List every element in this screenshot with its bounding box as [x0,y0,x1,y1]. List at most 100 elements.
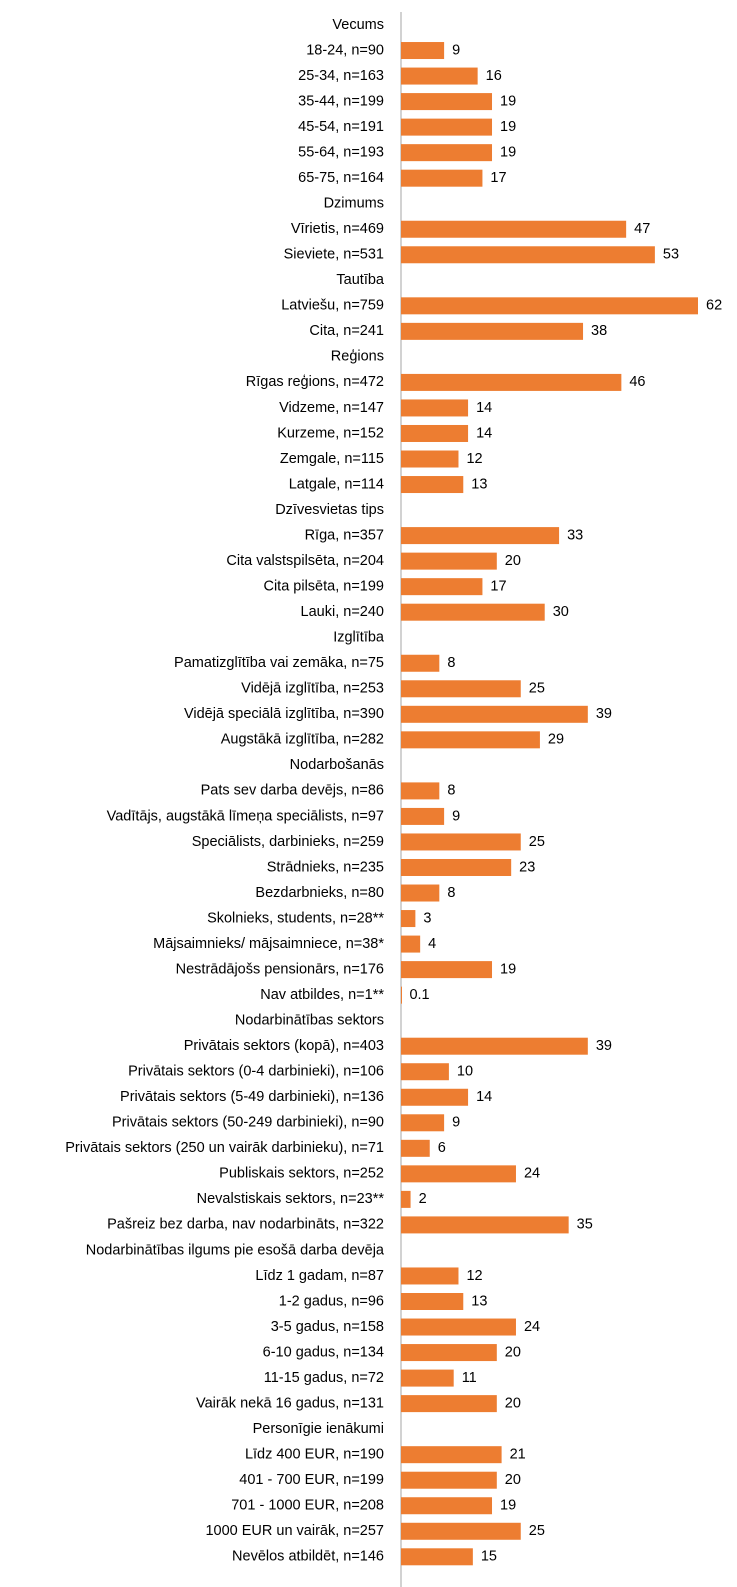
value-label: 12 [466,451,482,467]
value-label: 62 [706,298,722,314]
bar [401,986,402,1004]
bar [401,67,478,85]
bar [401,552,497,570]
value-label: 23 [519,859,535,875]
category-label: Vīrietis, n=469 [291,221,384,237]
bar [401,1139,430,1157]
value-label: 19 [500,961,516,977]
value-label: 8 [447,655,455,671]
value-label: 10 [457,1064,473,1080]
bar [401,1522,521,1540]
bar [401,297,698,315]
bar [401,858,512,876]
value-label: 20 [505,1344,521,1360]
value-label: 17 [490,578,506,594]
bar [401,1344,497,1362]
value-label: 19 [500,144,516,160]
category-label: Kurzeme, n=152 [277,425,384,441]
value-label: 0.1 [409,987,429,1003]
category-label: 401 - 700 EUR, n=199 [239,1472,384,1488]
category-label: Cita pilsēta, n=199 [263,578,384,594]
bar [401,1293,464,1310]
category-label: Nodarbinātības ilgums pie esošā darba de… [86,1242,385,1258]
category-label: 25-34, n=163 [298,68,384,84]
value-label: 19 [500,1498,516,1514]
category-label: Vidējā speciālā izglītība, n=390 [184,706,384,722]
category-label: 18-24, n=90 [306,42,384,58]
category-label: Izglītība [333,630,385,646]
category-label: Mājsaimnieks/ mājsaimniece, n=38* [153,936,384,952]
category-label: Reģions [331,349,384,365]
category-label: Cita, n=241 [309,323,384,339]
bar [401,578,483,596]
category-label: 6-10 gadus, n=134 [263,1344,384,1360]
category-label: Līdz 400 EUR, n=190 [245,1447,384,1463]
bar [401,884,440,902]
category-label: 45-54, n=191 [298,119,384,135]
bar [401,1471,497,1489]
category-label: Vadītājs, augstākā līmeņa speciālists, n… [107,808,384,824]
bar [401,424,469,442]
category-label: Privātais sektors (50-249 darbinieki), n… [112,1115,384,1131]
bar [401,476,464,494]
category-label: Privātais sektors (5-49 darbinieki), n=1… [120,1089,384,1105]
category-label: Vairāk nekā 16 gadus, n=131 [196,1395,384,1411]
value-label: 47 [634,221,650,237]
bar [401,1548,473,1566]
category-label: Privātais sektors (250 un vairāk darbini… [65,1140,384,1156]
category-label: 1000 EUR un vairāk, n=257 [205,1523,384,1539]
value-label: 14 [476,1089,492,1105]
value-label: 20 [505,1472,521,1488]
value-label: 24 [524,1319,540,1335]
value-label: 12 [466,1268,482,1284]
category-label: Dzīvesvietas tips [275,502,384,518]
value-label: 8 [447,783,455,799]
category-label: Nodarbošanās [290,757,384,773]
bar [401,833,521,851]
value-label: 19 [500,93,516,109]
value-label: 13 [471,1293,487,1309]
bar [401,680,521,698]
category-label: Latviešu, n=759 [281,298,384,314]
category-label: Pašreiz bez darba, nav nodarbināts, n=32… [107,1217,384,1233]
bar [401,1114,445,1132]
value-label: 11 [462,1370,477,1386]
value-label: 30 [553,604,569,620]
value-label: 46 [629,374,645,390]
category-label: Nav atbildes, n=1** [260,987,384,1003]
category-label: 1-2 gadus, n=96 [279,1293,384,1309]
category-label: Publiskais sektors, n=252 [219,1166,384,1182]
bar [401,1369,454,1387]
value-label: 33 [567,527,583,543]
category-label: Nevalstiskais sektors, n=23** [197,1191,385,1207]
category-label: Personīgie ienākumi [253,1421,384,1437]
value-label: 8 [447,885,455,901]
bar [401,220,627,238]
category-label: Cita valstspilsēta, n=204 [226,553,384,569]
category-label: Privātais sektors (kopā), n=403 [184,1038,384,1054]
value-label: 4 [428,936,436,952]
bar [401,1037,588,1055]
bar [401,1446,502,1464]
bar [401,782,440,800]
bar [401,961,493,979]
value-label: 20 [505,1395,521,1411]
category-label: Vidzeme, n=147 [279,400,384,416]
category-label: Pats sev darba devējs, n=86 [201,783,384,799]
category-label: 65-75, n=164 [298,170,384,186]
category-label: 3-5 gadus, n=158 [271,1319,384,1335]
value-label: 38 [591,323,607,339]
bar [401,322,584,340]
bar [401,1318,516,1336]
category-label: Lauki, n=240 [301,604,384,620]
category-label: Tautība [336,272,384,288]
category-label: Sieviete, n=531 [284,247,384,263]
bar [401,807,445,825]
value-label: 35 [577,1217,593,1233]
category-label: 35-44, n=199 [298,93,384,109]
value-label: 21 [510,1447,526,1463]
bar [401,603,545,621]
category-label: Privātais sektors (0-4 darbinieki), n=10… [128,1064,384,1080]
category-label: Rīga, n=357 [305,527,384,543]
